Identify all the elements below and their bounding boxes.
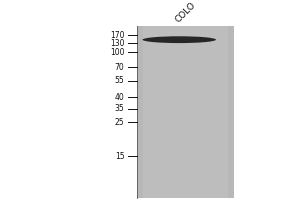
Text: 100: 100 xyxy=(110,48,124,57)
Text: 55: 55 xyxy=(115,76,124,85)
Bar xyxy=(136,26,234,198)
Text: 25: 25 xyxy=(115,118,124,127)
Bar xyxy=(142,26,228,198)
Text: 40: 40 xyxy=(115,93,124,102)
Text: 170: 170 xyxy=(110,31,124,40)
Text: 35: 35 xyxy=(115,104,124,113)
Text: COLO: COLO xyxy=(173,1,197,24)
Text: 15: 15 xyxy=(115,152,124,161)
Ellipse shape xyxy=(142,36,216,43)
Text: 70: 70 xyxy=(115,63,124,72)
Text: 130: 130 xyxy=(110,39,124,48)
